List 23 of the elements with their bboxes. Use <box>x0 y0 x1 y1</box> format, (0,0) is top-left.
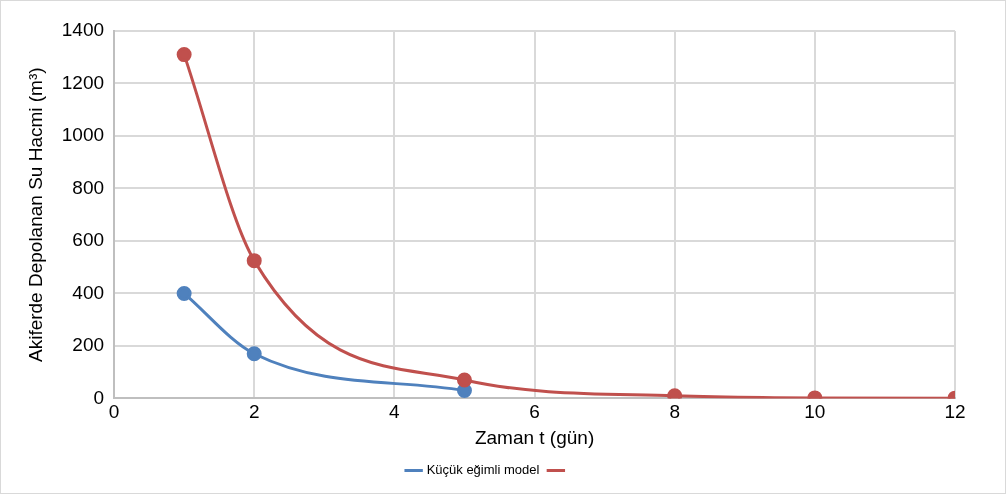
x-tick-label: 12 <box>944 401 966 423</box>
y-axis-title: Akiferde Depolanan Su Hacmi (m³) <box>24 67 46 363</box>
x-tick-label: 10 <box>804 401 826 423</box>
x-tick-label: 0 <box>108 401 120 423</box>
y-tick-label: 400 <box>72 281 105 303</box>
y-tick-label: 200 <box>72 334 105 356</box>
y-tick-label: 1400 <box>61 19 105 41</box>
point <box>176 47 192 63</box>
y-tick-label: 1200 <box>61 71 105 93</box>
y-tick-label: 0 <box>93 386 105 408</box>
point <box>246 346 262 362</box>
point <box>456 372 472 388</box>
x-tick-label: 6 <box>529 401 540 423</box>
point <box>246 253 262 269</box>
x-tick-label: 8 <box>669 401 680 423</box>
x-tick-label: 2 <box>248 401 260 423</box>
x-tick-label: 4 <box>389 401 401 423</box>
x-axis-title: Zaman t (gün) <box>474 426 595 448</box>
point <box>176 285 192 301</box>
y-tick-label: 600 <box>72 229 105 251</box>
y-tick-label: 1000 <box>61 124 105 146</box>
y-tick-label: 800 <box>72 176 105 198</box>
legend-label: Küçük eğimli model <box>426 462 540 478</box>
